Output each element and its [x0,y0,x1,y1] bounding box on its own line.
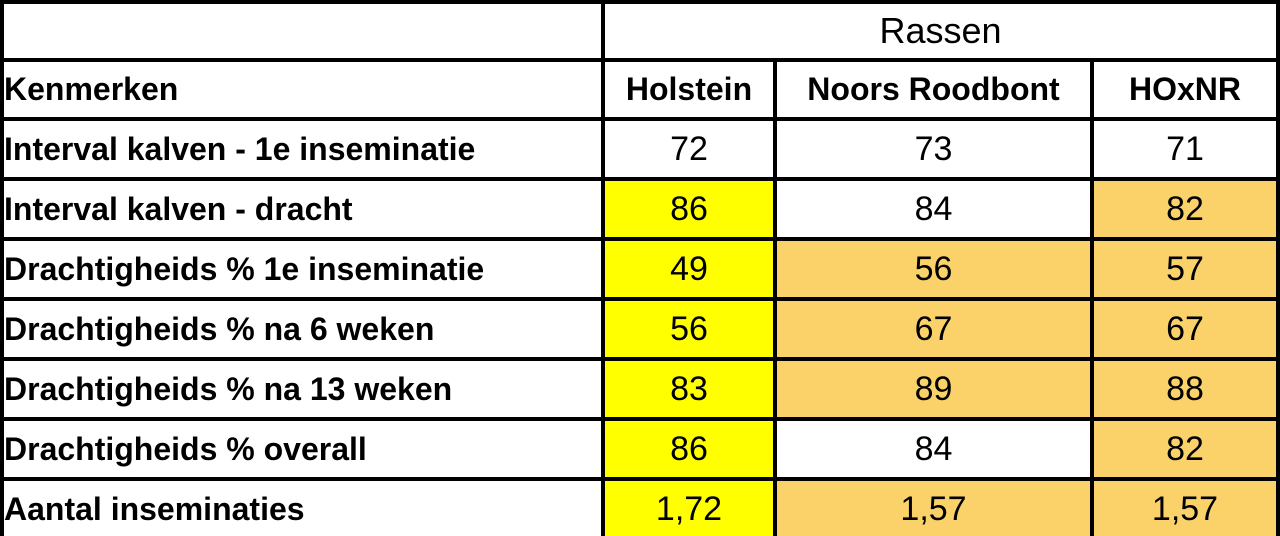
value-cell: 57 [1090,237,1280,301]
value-cell: 67 [1090,297,1280,361]
value-cell: 83 [601,357,777,421]
table-row: Aantal inseminaties 1,72 1,57 1,57 [0,477,1280,536]
table-row: Drachtigheids % na 13 weken 83 89 88 [0,357,1280,421]
column-header-row: Kenmerken Holstein Noors Roodbont HOxNR [0,58,1280,121]
value-cell: 88 [1090,357,1280,421]
value-cell: 86 [601,177,777,241]
value-cell: 56 [601,297,777,361]
col-header-hoxnr: HOxNR [1090,58,1280,121]
value-cell: 56 [773,237,1094,301]
corner-header-kenmerken: Kenmerken [0,58,605,121]
group-header-rassen: Rassen [601,0,1280,62]
value-cell: 73 [773,117,1094,181]
table-row: Interval kalven - 1e inseminatie 72 73 7… [0,117,1280,181]
row-label: Drachtigheids % na 6 weken [0,297,605,361]
value-cell: 84 [773,177,1094,241]
value-cell: 82 [1090,417,1280,481]
value-cell: 1,72 [601,477,777,536]
col-header-noors-roodbont: Noors Roodbont [773,58,1094,121]
value-cell: 1,57 [1090,477,1280,536]
value-cell: 49 [601,237,777,301]
table-row: Drachtigheids % na 6 weken 56 67 67 [0,297,1280,361]
value-cell: 82 [1090,177,1280,241]
value-cell: 84 [773,417,1094,481]
corner-blank-cell [0,0,605,62]
table-row: Interval kalven - dracht 86 84 82 [0,177,1280,241]
table-row: Drachtigheids % overall 86 84 82 [0,417,1280,481]
value-cell: 1,57 [773,477,1094,536]
row-label: Drachtigheids % overall [0,417,605,481]
row-label: Drachtigheids % na 13 weken [0,357,605,421]
row-label: Interval kalven - dracht [0,177,605,241]
row-label: Interval kalven - 1e inseminatie [0,117,605,181]
value-cell: 89 [773,357,1094,421]
value-cell: 71 [1090,117,1280,181]
col-header-holstein: Holstein [601,58,777,121]
table-row: Drachtigheids % 1e inseminatie 49 56 57 [0,237,1280,301]
row-label: Aantal inseminaties [0,477,605,536]
row-label: Drachtigheids % 1e inseminatie [0,237,605,301]
value-cell: 72 [601,117,777,181]
value-cell: 86 [601,417,777,481]
value-cell: 67 [773,297,1094,361]
group-header-row: Rassen [0,0,1280,62]
